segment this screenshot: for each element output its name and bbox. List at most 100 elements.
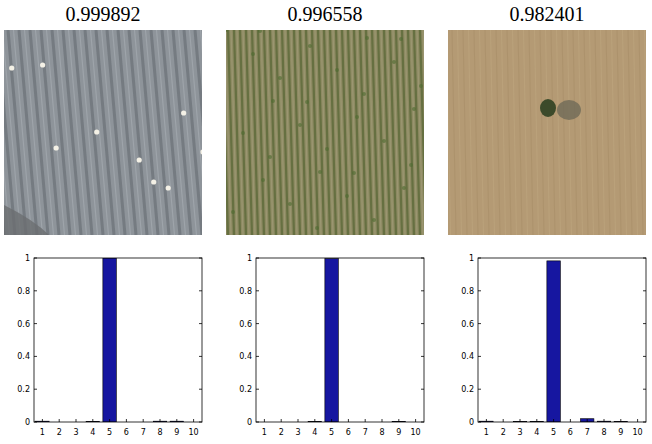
x-tick-label: 5 xyxy=(329,428,334,437)
panel: 0.98240100.20.40.60.8112345678910 xyxy=(408,3,652,437)
x-tick xyxy=(503,419,504,422)
y-tick xyxy=(478,323,481,324)
x-tick-label: 4 xyxy=(534,428,539,437)
x-tick-label: 3 xyxy=(73,428,78,437)
panel-title: 0.982401 xyxy=(510,3,585,25)
x-tick-label: 8 xyxy=(379,428,384,437)
y-tick xyxy=(478,290,481,291)
y-tick xyxy=(256,323,259,324)
y-tick-label: 0.6 xyxy=(17,320,30,329)
y-tick-label: 0.6 xyxy=(239,320,252,329)
x-tick-label: 9 xyxy=(396,428,401,437)
bar xyxy=(580,419,593,422)
panel-title: 0.999892 xyxy=(66,3,141,25)
y-tick xyxy=(199,323,202,324)
bar-chart: 00.20.40.60.8112345678910 xyxy=(461,254,646,437)
axes-frame xyxy=(478,258,646,422)
bar xyxy=(325,259,338,422)
x-tick-label: 3 xyxy=(295,428,300,437)
x-tick-label: 1 xyxy=(262,428,267,437)
x-tick-label: 7 xyxy=(585,428,590,437)
y-tick xyxy=(199,356,202,357)
y-tick xyxy=(256,389,259,390)
x-tick xyxy=(314,419,315,422)
x-tick xyxy=(76,419,77,422)
y-tick xyxy=(421,356,424,357)
x-tick xyxy=(42,419,43,422)
x-tick-label: 6 xyxy=(568,428,573,437)
plot-area xyxy=(34,258,202,422)
bar xyxy=(103,258,116,422)
x-tick-label: 2 xyxy=(279,428,284,437)
y-tick-label: 1 xyxy=(247,254,252,263)
x-tick xyxy=(92,419,93,422)
panel: 0.99989200.20.40.60.8112345678910 xyxy=(0,3,263,437)
y-tick xyxy=(478,389,481,390)
x-tick xyxy=(382,419,383,422)
y-tick-label: 0.4 xyxy=(17,352,30,361)
x-tick xyxy=(126,419,127,422)
y-tick xyxy=(34,356,37,357)
x-tick-label: 6 xyxy=(346,428,351,437)
x-tick xyxy=(281,419,282,422)
x-tick xyxy=(193,419,194,422)
y-tick-label: 0.8 xyxy=(461,287,474,296)
y-tick-label: 1 xyxy=(25,254,30,263)
photo xyxy=(448,30,646,235)
x-tick-label: 10 xyxy=(633,428,643,437)
x-tick-label: 2 xyxy=(501,428,506,437)
y-tick-label: 0.6 xyxy=(461,320,474,329)
x-tick xyxy=(570,419,571,422)
x-tick xyxy=(365,419,366,422)
y-tick xyxy=(199,290,202,291)
x-tick xyxy=(59,419,60,422)
y-tick xyxy=(421,389,424,390)
y-tick xyxy=(643,356,646,357)
x-tick xyxy=(415,419,416,422)
y-tick xyxy=(421,323,424,324)
x-tick-label: 9 xyxy=(174,428,179,437)
plot-area xyxy=(256,258,424,422)
x-tick xyxy=(109,419,110,422)
y-tick-label: 0.2 xyxy=(239,385,252,394)
y-tick xyxy=(421,290,424,291)
x-tick xyxy=(553,419,554,422)
y-tick-label: 0 xyxy=(25,418,30,427)
y-tick-label: 0.8 xyxy=(17,287,30,296)
x-tick xyxy=(298,419,299,422)
y-tick xyxy=(643,389,646,390)
photo xyxy=(4,30,202,235)
y-tick-label: 0.8 xyxy=(239,287,252,296)
x-tick xyxy=(348,419,349,422)
x-tick-label: 5 xyxy=(551,428,556,437)
bar xyxy=(547,261,560,422)
y-tick xyxy=(478,356,481,357)
y-tick xyxy=(34,323,37,324)
y-tick xyxy=(643,323,646,324)
x-tick xyxy=(536,419,537,422)
x-tick xyxy=(264,419,265,422)
y-tick-label: 0 xyxy=(247,418,252,427)
x-tick-label: 1 xyxy=(40,428,45,437)
x-tick-label: 8 xyxy=(157,428,162,437)
x-tick-label: 10 xyxy=(411,428,421,437)
panel: 0.99655800.20.40.60.8112345678910 xyxy=(186,3,471,437)
x-tick-label: 9 xyxy=(618,428,623,437)
bar-chart: 00.20.40.60.8112345678910 xyxy=(17,254,202,437)
axes-frame xyxy=(34,258,202,422)
x-tick-label: 10 xyxy=(189,428,199,437)
y-tick-label: 0.4 xyxy=(461,352,474,361)
axes-frame xyxy=(256,258,424,422)
x-tick-label: 7 xyxy=(141,428,146,437)
y-tick-label: 0.2 xyxy=(461,385,474,394)
x-tick xyxy=(331,419,332,422)
bars xyxy=(480,261,628,422)
x-tick xyxy=(520,419,521,422)
x-tick xyxy=(637,419,638,422)
y-tick xyxy=(256,356,259,357)
x-tick xyxy=(143,419,144,422)
plot-area xyxy=(478,258,646,422)
x-tick-label: 4 xyxy=(90,428,95,437)
x-tick-label: 1 xyxy=(484,428,489,437)
x-tick xyxy=(398,419,399,422)
